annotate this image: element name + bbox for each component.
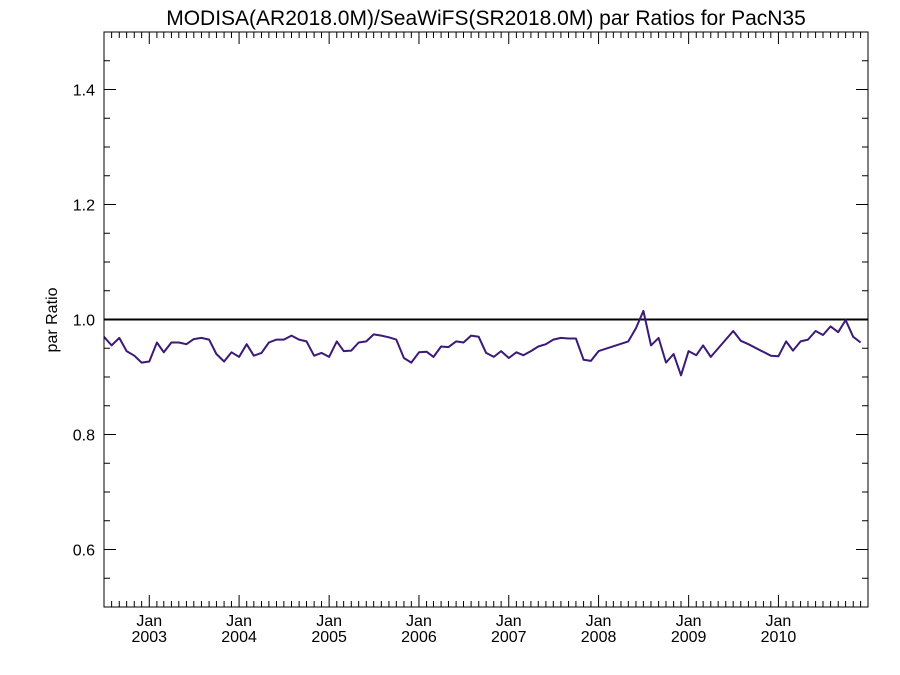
chart-title: MODISA(AR2018.0M)/SeaWiFS(SR2018.0M) par… (166, 7, 806, 30)
x-tick-month-label: Jan (226, 613, 252, 630)
x-tick-month-label: Jan (136, 613, 162, 630)
x-tick-month-label: Jan (586, 613, 612, 630)
x-tick-month-label: Jan (676, 613, 702, 630)
x-tick-year-label: 2003 (131, 629, 167, 646)
x-tick-year-label: 2005 (311, 629, 347, 646)
x-tick-year-label: 2004 (221, 629, 257, 646)
tick-layer: 0.60.81.01.21.4Jan2003Jan2004Jan2005Jan2… (73, 31, 868, 646)
y-tick-label: 1.2 (73, 198, 95, 215)
x-tick-year-label: 2006 (401, 629, 437, 646)
x-tick-month-label: Jan (496, 613, 522, 630)
y-tick-label: 0.6 (73, 543, 95, 560)
series-line (103, 309, 862, 377)
x-tick-year-label: 2008 (581, 629, 617, 646)
y-tick-label: 1.0 (73, 313, 95, 330)
x-tick-month-label: Jan (406, 613, 432, 630)
y-axis-label: par Ratio (44, 287, 61, 352)
x-tick-month-label: Jan (766, 613, 792, 630)
series-layer (103, 309, 862, 377)
y-tick-label: 0.8 (73, 428, 95, 445)
x-tick-month-label: Jan (316, 613, 342, 630)
x-tick-year-label: 2007 (491, 629, 527, 646)
y-tick-label: 1.4 (73, 83, 95, 100)
x-tick-year-label: 2010 (761, 629, 797, 646)
x-tick-year-label: 2009 (671, 629, 707, 646)
